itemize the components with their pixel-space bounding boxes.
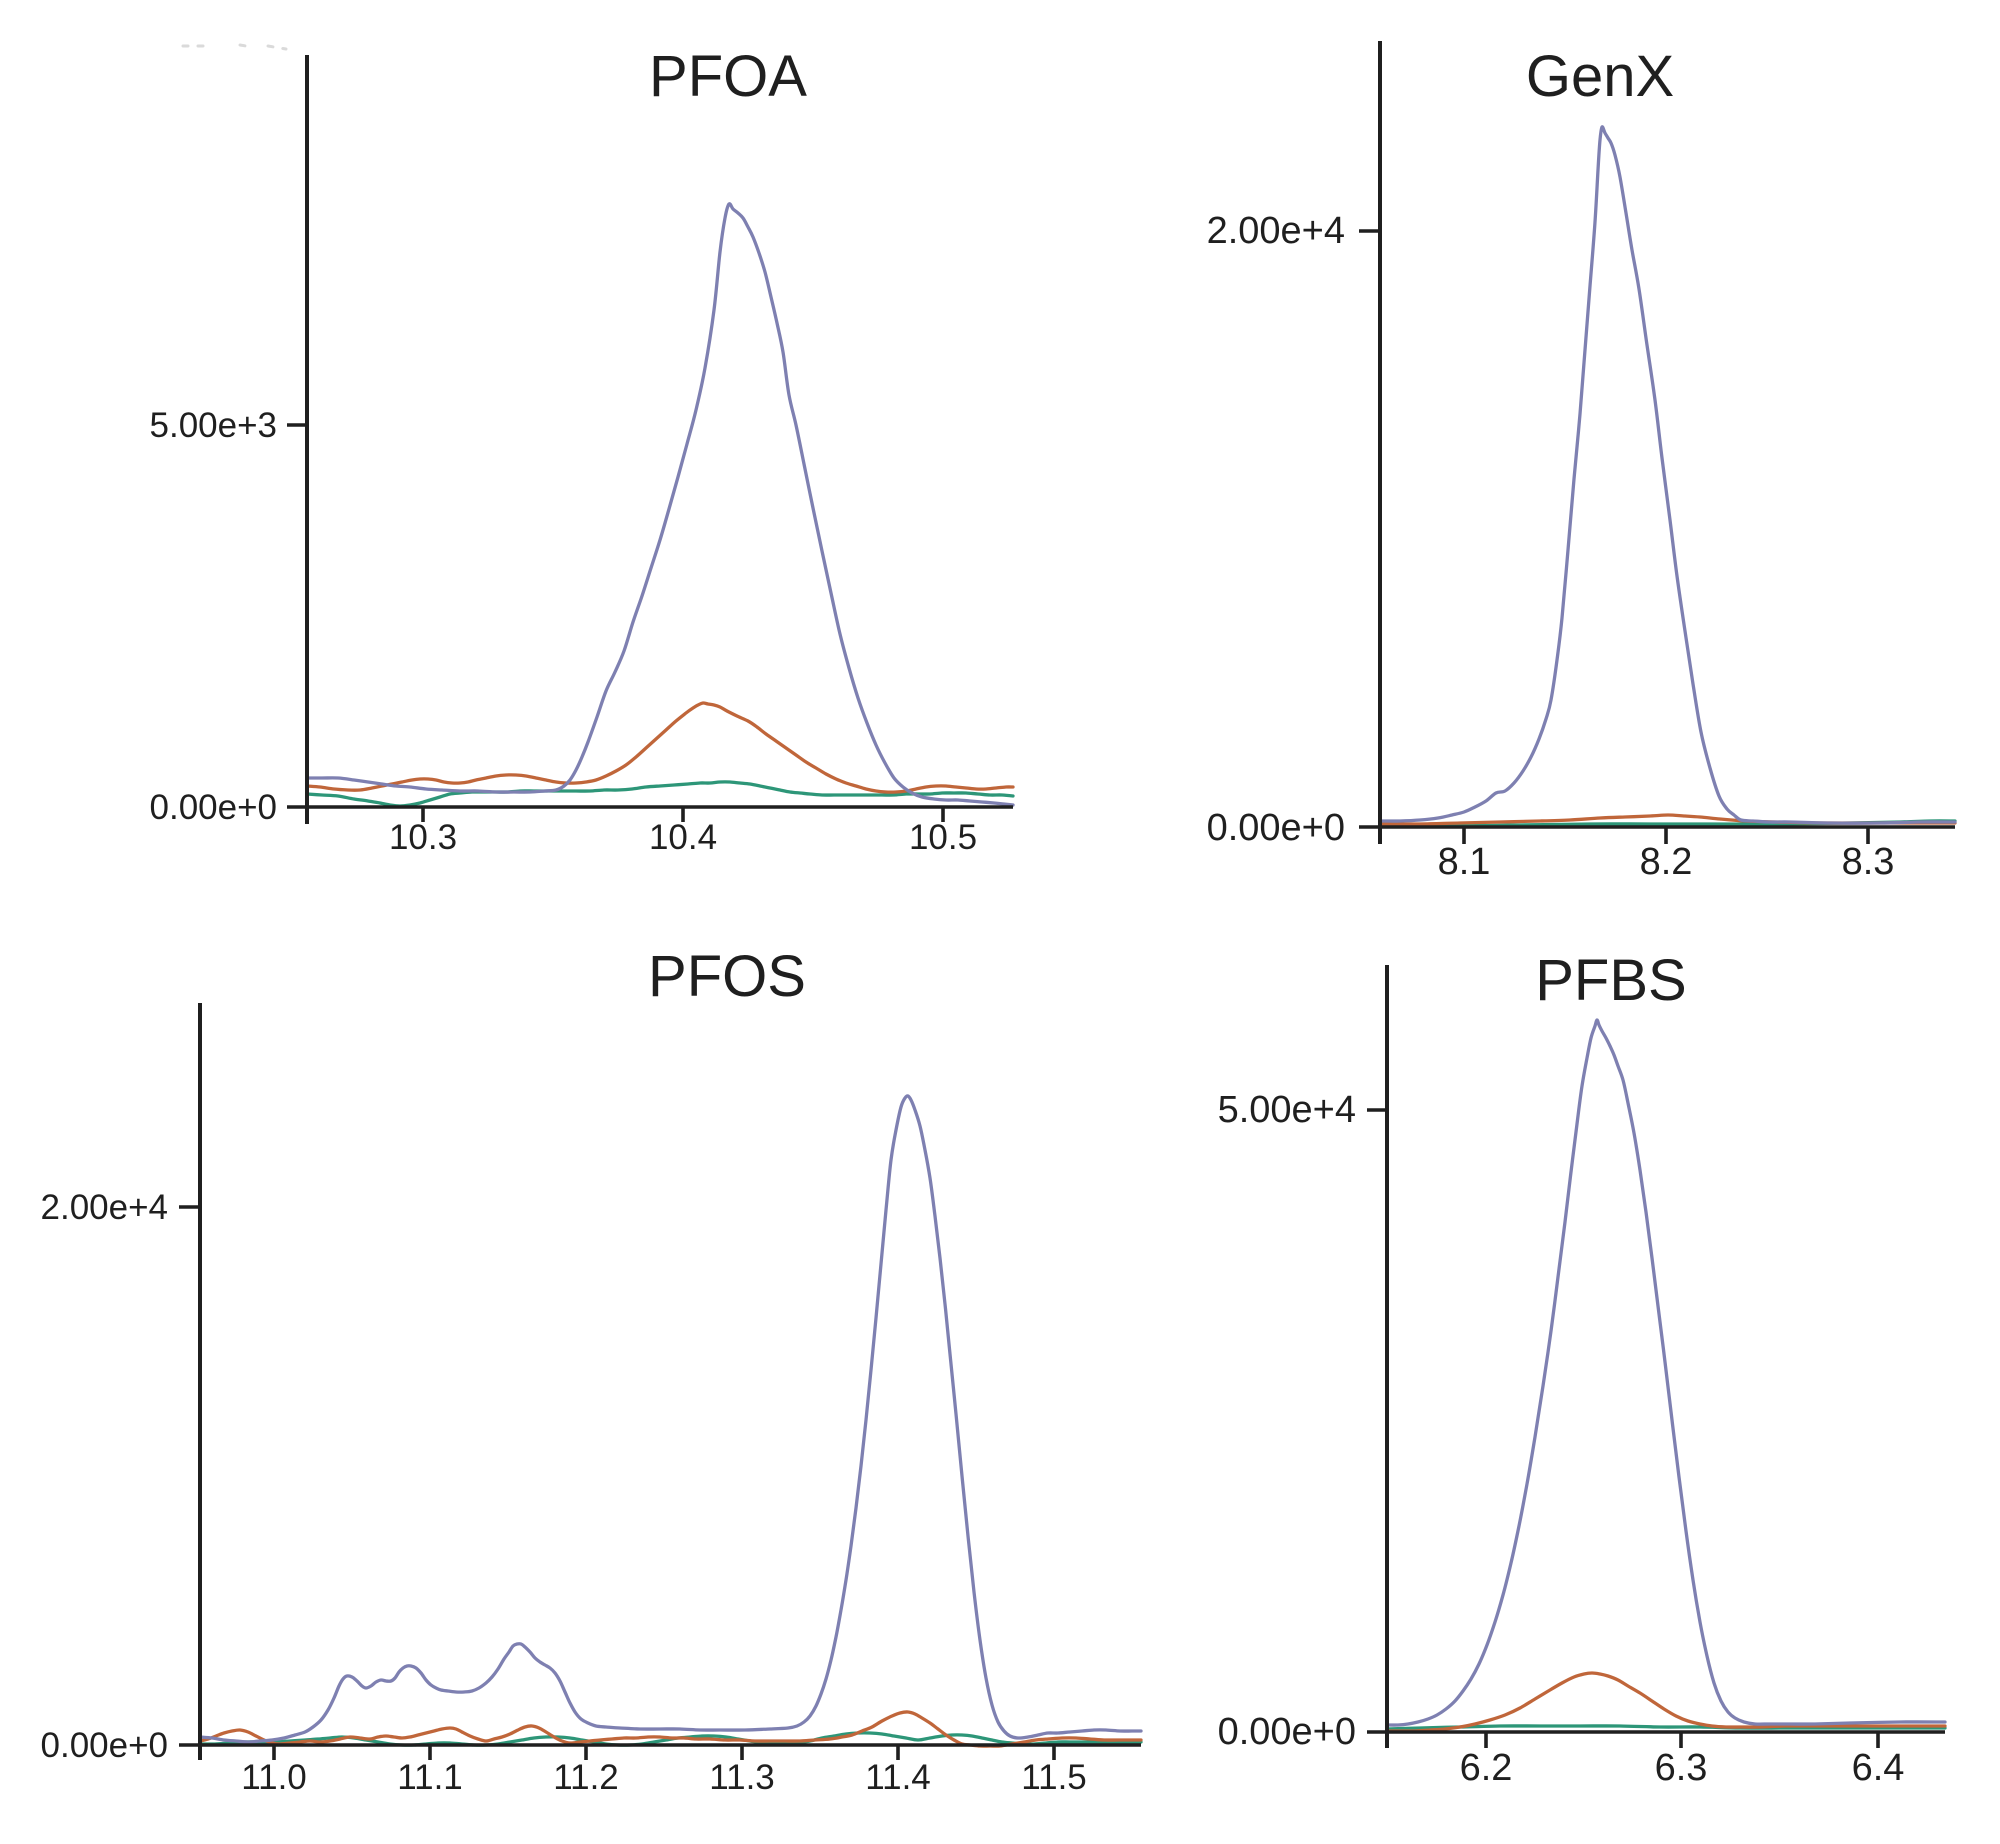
svg-text:8.2: 8.2 xyxy=(1640,841,1693,883)
svg-text:6.2: 6.2 xyxy=(1460,1747,1513,1789)
svg-text:10.5: 10.5 xyxy=(909,818,977,857)
svg-text:6.3: 6.3 xyxy=(1655,1747,1708,1789)
svg-text:0.00e+0: 0.00e+0 xyxy=(150,788,278,827)
svg-text:GenX: GenX xyxy=(1526,44,1674,109)
svg-text:5.00e+3: 5.00e+3 xyxy=(150,406,278,445)
svg-text:11.1: 11.1 xyxy=(397,1758,463,1797)
svg-text:PFOS: PFOS xyxy=(648,944,806,1009)
svg-text:PFOA: PFOA xyxy=(649,44,807,109)
svg-text:6.4: 6.4 xyxy=(1852,1747,1905,1789)
svg-text:2.00e+4: 2.00e+4 xyxy=(41,1188,169,1227)
svg-text:0.00e+0: 0.00e+0 xyxy=(41,1726,169,1765)
svg-text:11.2: 11.2 xyxy=(553,1758,619,1797)
svg-text:0.00e+0: 0.00e+0 xyxy=(1207,807,1345,849)
svg-text:11.4: 11.4 xyxy=(865,1758,931,1797)
svg-text:8.3: 8.3 xyxy=(1842,841,1895,883)
svg-text:5.00e+4: 5.00e+4 xyxy=(1218,1089,1356,1131)
svg-text:PFBS: PFBS xyxy=(1535,948,1687,1013)
svg-text:2.00e+4: 2.00e+4 xyxy=(1207,210,1345,252)
svg-text:10.3: 10.3 xyxy=(389,818,457,857)
svg-text:8.1: 8.1 xyxy=(1438,841,1491,883)
svg-text:10.4: 10.4 xyxy=(649,818,717,857)
svg-text:11.5: 11.5 xyxy=(1021,1758,1087,1797)
svg-text:11.3: 11.3 xyxy=(709,1758,775,1797)
svg-text:0.00e+0: 0.00e+0 xyxy=(1218,1711,1356,1753)
svg-text:11.0: 11.0 xyxy=(241,1758,307,1797)
